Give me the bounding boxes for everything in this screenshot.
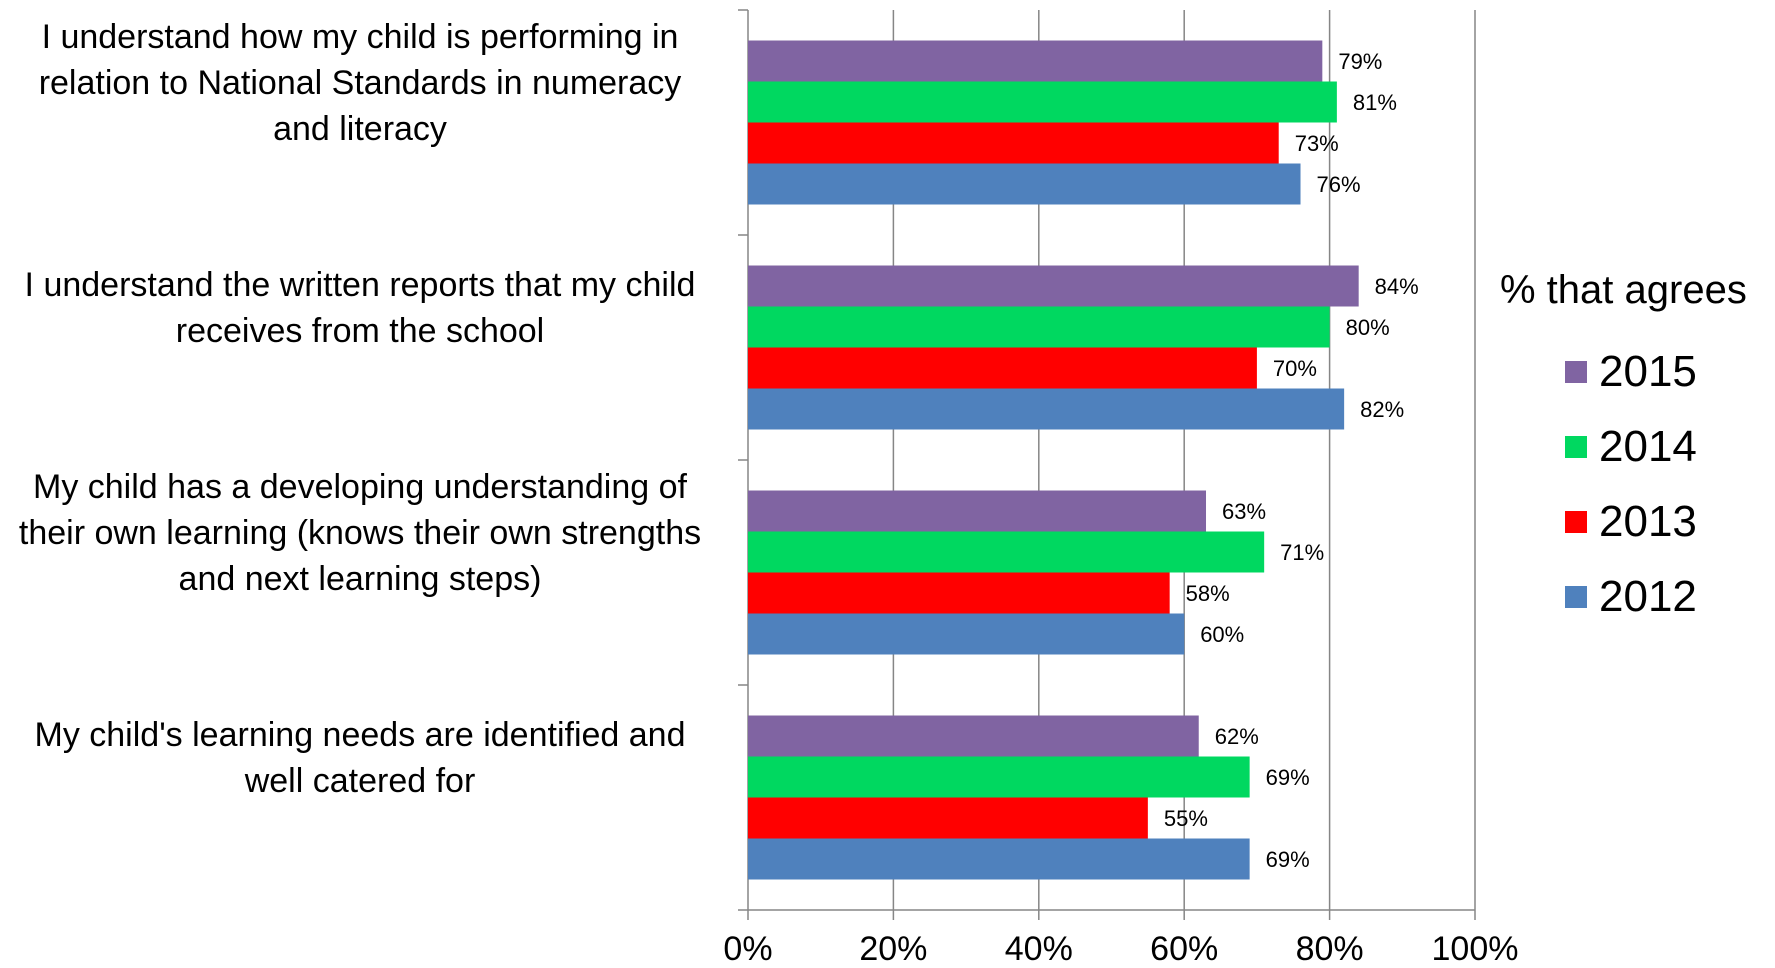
legend-item-2012: 2012 <box>1565 567 1697 627</box>
legend-label: 2015 <box>1599 347 1697 396</box>
bar-2013 <box>748 572 1170 614</box>
x-tick-label: 20% <box>859 930 927 968</box>
data-label: 71% <box>1280 540 1324 565</box>
category-label: My child has a developing understanding … <box>10 464 710 602</box>
data-label: 79% <box>1338 49 1382 74</box>
data-label: 76% <box>1317 172 1361 197</box>
legend-swatch <box>1565 511 1587 533</box>
category-label-line: and literacy <box>273 109 447 148</box>
data-label: 70% <box>1273 356 1317 381</box>
bar-2012 <box>748 613 1185 655</box>
bar-2012 <box>748 163 1301 205</box>
legend-item-2015: 2015 <box>1565 342 1697 402</box>
category-label: My child's learning needs are identified… <box>10 712 710 804</box>
legend-label: 2012 <box>1599 572 1697 621</box>
legend-title: % that agrees <box>1500 268 1747 312</box>
category-label-line: their own learning (knows their own stre… <box>18 513 702 552</box>
data-label: 80% <box>1346 315 1390 340</box>
x-tick-label: 80% <box>1296 930 1364 968</box>
legend-swatch <box>1565 586 1587 608</box>
x-tick-label: 60% <box>1150 930 1218 968</box>
data-label: 60% <box>1200 622 1244 647</box>
data-label: 84% <box>1375 274 1419 299</box>
bar-2014 <box>748 306 1330 348</box>
x-tick-label: 0% <box>723 930 772 968</box>
data-label: 82% <box>1360 397 1404 422</box>
category-label-line: well catered for <box>244 761 476 800</box>
bar-2014 <box>748 531 1265 573</box>
data-label: 73% <box>1295 131 1339 156</box>
bar-2013 <box>748 122 1279 164</box>
category-label: I understand the written reports that my… <box>10 262 710 354</box>
legend-label: 2014 <box>1599 422 1697 471</box>
legend-swatch <box>1565 361 1587 383</box>
data-label: 55% <box>1164 806 1208 831</box>
data-label: 69% <box>1266 765 1310 790</box>
category-label-line: I understand how my child is performing … <box>41 17 679 56</box>
category-label-line: My child has a developing understanding … <box>33 467 687 506</box>
data-label: 69% <box>1266 847 1310 872</box>
bar-2015 <box>748 265 1359 307</box>
x-tick-label: 100% <box>1432 930 1519 968</box>
bar-2013 <box>748 347 1257 389</box>
legend-item-2014: 2014 <box>1565 417 1697 477</box>
category-label-line: relation to National Standards in numera… <box>38 63 682 102</box>
category-label-line: I understand the written reports that my… <box>24 265 696 304</box>
category-label-line: My child's learning needs are identified… <box>34 715 686 754</box>
bar-2015 <box>748 40 1323 82</box>
data-label: 58% <box>1186 581 1230 606</box>
category-label: I understand how my child is performing … <box>10 14 710 152</box>
category-label-line: and next learning steps) <box>178 559 542 598</box>
bar-2014 <box>748 756 1250 798</box>
bar-2015 <box>748 715 1199 757</box>
data-label: 63% <box>1222 499 1266 524</box>
bar-2015 <box>748 490 1207 532</box>
bar-2012 <box>748 388 1345 430</box>
category-label-line: receives from the school <box>175 311 545 350</box>
x-tick-label: 40% <box>1005 930 1073 968</box>
bar-2012 <box>748 838 1250 880</box>
legend-item-2013: 2013 <box>1565 492 1697 552</box>
legend-label: 2013 <box>1599 497 1697 546</box>
bar-2013 <box>748 797 1148 839</box>
data-label: 62% <box>1215 724 1259 749</box>
legend-swatch <box>1565 436 1587 458</box>
data-label: 81% <box>1353 90 1397 115</box>
bar-2014 <box>748 81 1337 123</box>
